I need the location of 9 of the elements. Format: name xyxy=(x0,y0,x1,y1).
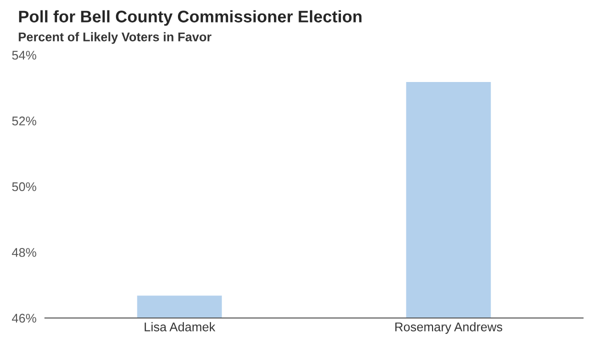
y-tick-label: 48% xyxy=(12,248,36,257)
chart-title: Poll for Bell County Commissioner Election xyxy=(19,10,362,26)
y-tick-label: 50% xyxy=(12,182,36,192)
chart-subtitle: Percent of Likely Voters in Favor xyxy=(18,32,212,44)
x-tick-label: Rosemary Andrews xyxy=(395,322,502,334)
y-tick-label: 52% xyxy=(12,116,36,126)
y-tick-label: 54% xyxy=(12,50,36,60)
y-tick-label: 46% xyxy=(12,314,36,323)
x-tick-label: Lisa Adamek xyxy=(144,322,216,332)
